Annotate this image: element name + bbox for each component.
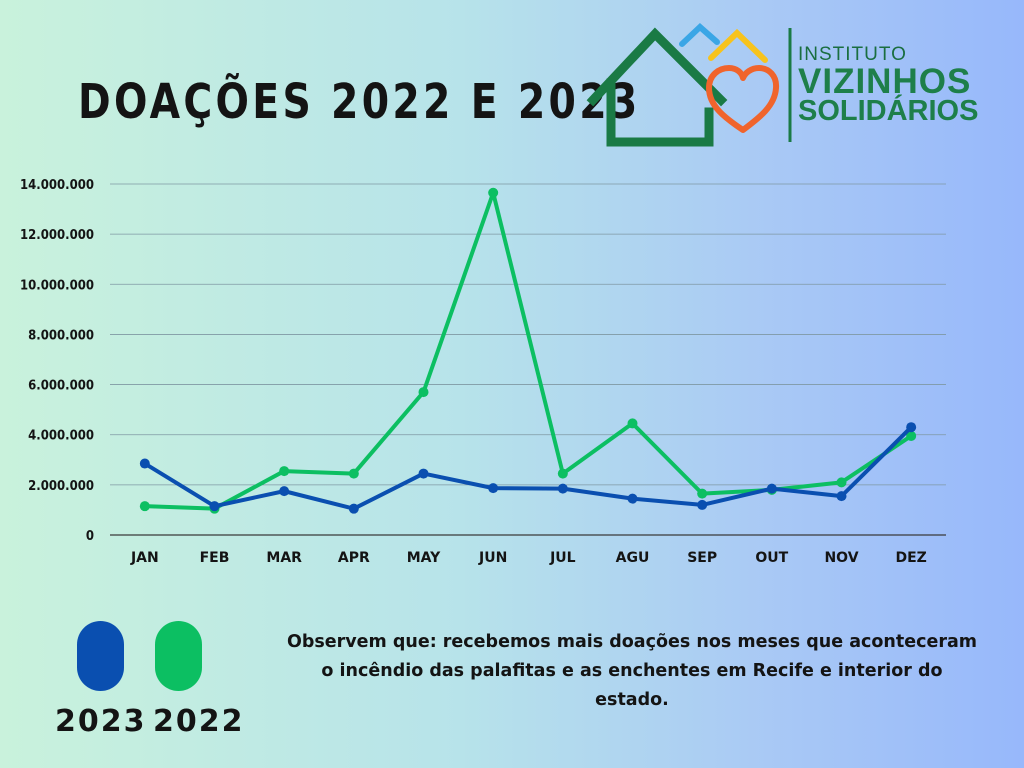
data-point-2023: [488, 483, 499, 494]
data-point-2023: [209, 501, 220, 512]
legend-label-2023: 2023: [55, 704, 147, 739]
y-tick-label: 6.000.000: [28, 379, 94, 394]
data-point-2022: [697, 488, 708, 499]
series-line-2022: [142, 190, 914, 511]
roof-yellow-icon: [708, 28, 768, 63]
x-tick-label: DEZ: [895, 550, 926, 566]
data-point-2022: [906, 430, 917, 441]
data-point-2022: [348, 468, 359, 479]
data-point-2023: [697, 499, 708, 510]
legend-label-2022: 2022: [153, 704, 245, 739]
x-tick-label: MAY: [407, 550, 441, 566]
x-tick-label: JAN: [130, 550, 159, 566]
x-tick-label: MAR: [266, 550, 302, 566]
x-tick-label: JUL: [549, 550, 576, 566]
x-tick-label: NOV: [824, 550, 858, 566]
y-tick-label: 12.000.000: [20, 228, 94, 243]
data-point-2022: [836, 477, 847, 488]
y-tick-label: 4.000.000: [28, 429, 94, 444]
legend-swatch-2023: [77, 621, 124, 691]
data-point-2022: [418, 387, 429, 398]
line-chart: 0 2.000.000 4.000.000 6.000.000 8.000.000 10.…: [20, 178, 946, 566]
x-tick-label: SEP: [687, 550, 717, 566]
data-point-2023: [557, 483, 568, 494]
x-tick-label: FEB: [200, 550, 230, 566]
chart-series: [139, 187, 917, 514]
data-point-2023: [906, 422, 917, 433]
legend-swatch-2022: [155, 621, 202, 691]
logo-text-instituto: INSTITUTO: [798, 44, 907, 65]
data-point-2022: [627, 418, 638, 429]
y-tick-label: 10.000.000: [20, 278, 94, 293]
data-point-2023: [627, 493, 638, 504]
x-tick-label: APR: [338, 550, 370, 566]
logo-text-solidarios: SOLIDÁRIOS: [798, 95, 979, 127]
logo: [586, 22, 792, 147]
y-tick-label: 0: [86, 529, 94, 544]
data-point-2023: [766, 483, 777, 494]
x-tick-label: JUN: [478, 550, 507, 566]
data-point-2022: [488, 187, 499, 198]
y-tick-label: 2.000.000: [28, 479, 94, 494]
y-axis-ticks: 0 2.000.000 4.000.000 6.000.000 8.000.000 10.…: [20, 178, 94, 544]
data-point-2022: [279, 466, 290, 477]
data-point-2022: [139, 501, 150, 512]
y-tick-label: 14.000.000: [20, 178, 94, 193]
house-icon: [586, 27, 728, 147]
page-title: DOAÇÕES 2022 E 2023: [78, 74, 641, 130]
roof-blue-icon: [679, 22, 720, 47]
chart-grid: [110, 183, 946, 536]
data-point-2023: [836, 491, 847, 502]
data-point-2023: [139, 458, 150, 469]
chart-note: Observem que: recebemos mais doações nos…: [286, 632, 978, 710]
heart-icon: [706, 65, 780, 133]
data-point-2023: [348, 503, 359, 514]
x-tick-label: AGU: [616, 550, 650, 566]
data-point-2022: [557, 468, 568, 479]
x-tick-label: OUT: [755, 550, 788, 566]
x-axis-ticks: JAN FEB MAR APR MAY JUN JUL AGU SEP OUT NOV DEZ: [130, 550, 927, 566]
data-point-2023: [279, 486, 290, 497]
data-point-2023: [418, 468, 429, 479]
series-line-2023: [142, 425, 914, 511]
logo-text-vizinhos: VIZINHOS: [798, 62, 972, 101]
y-tick-label: 8.000.000: [28, 328, 94, 343]
